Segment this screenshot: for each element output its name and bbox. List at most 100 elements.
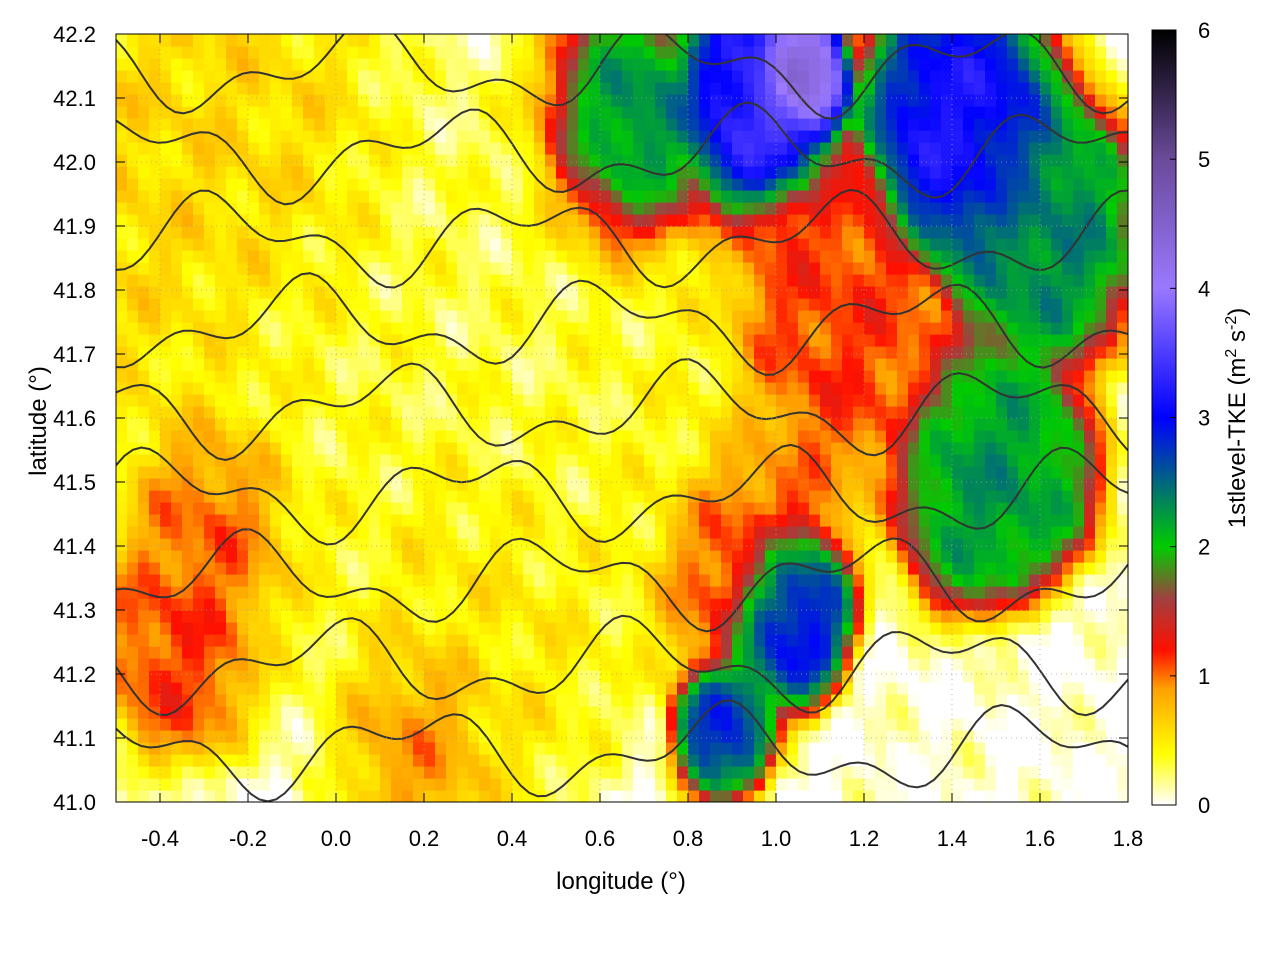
heatmap-cell	[193, 538, 205, 551]
heatmap-cell	[842, 670, 854, 683]
heatmap-cell	[952, 586, 964, 599]
heatmap-cell	[633, 622, 645, 635]
heatmap-cell	[479, 190, 491, 203]
heatmap-cell	[677, 190, 689, 203]
heatmap-cell	[996, 346, 1008, 359]
heatmap-cell	[556, 550, 568, 563]
heatmap-cell	[886, 346, 898, 359]
heatmap-cell	[116, 706, 128, 719]
heatmap-cell	[424, 670, 436, 683]
heatmap-cell	[215, 394, 227, 407]
heatmap-cell	[633, 466, 645, 479]
heatmap-cell	[677, 562, 689, 575]
heatmap-cell	[1051, 226, 1063, 239]
heatmap-cell	[490, 298, 502, 311]
heatmap-cell	[127, 190, 139, 203]
heatmap-cell	[237, 670, 249, 683]
heatmap-cell	[974, 418, 986, 431]
heatmap-cell	[875, 526, 887, 539]
heatmap-cell	[435, 718, 447, 731]
heatmap-cell	[677, 742, 689, 755]
heatmap-cell	[996, 250, 1008, 263]
heatmap-cell	[688, 778, 700, 791]
heatmap-cell	[996, 178, 1008, 191]
heatmap-cell	[138, 694, 150, 707]
heatmap-cell	[919, 622, 931, 635]
heatmap-cell	[138, 418, 150, 431]
heatmap-cell	[1051, 286, 1063, 299]
heatmap-cell	[809, 226, 821, 239]
heatmap-cell	[424, 706, 436, 719]
heatmap-cell	[1117, 370, 1128, 383]
heatmap-cell	[512, 334, 524, 347]
heatmap-cell	[985, 334, 997, 347]
heatmap-cell	[864, 574, 876, 587]
heatmap-cell	[754, 274, 766, 287]
heatmap-cell	[622, 334, 634, 347]
heatmap-cell	[204, 358, 216, 371]
heatmap-cell	[1007, 514, 1019, 527]
heatmap-cell	[182, 610, 194, 623]
heatmap-cell	[710, 430, 722, 443]
heatmap-cell	[754, 454, 766, 467]
heatmap-cell	[1029, 190, 1041, 203]
heatmap-cell	[886, 166, 898, 179]
heatmap-cell	[435, 202, 447, 215]
heatmap-cell	[523, 214, 535, 227]
heatmap-cell	[1029, 682, 1041, 695]
heatmap-cell	[743, 646, 755, 659]
heatmap-cell	[930, 454, 942, 467]
heatmap-cell	[655, 538, 667, 551]
heatmap-cell	[732, 190, 744, 203]
heatmap-cell	[1117, 394, 1128, 407]
heatmap-cell	[347, 766, 359, 779]
heatmap-cell	[611, 670, 623, 683]
heatmap-cell	[985, 754, 997, 767]
heatmap-cell	[996, 634, 1008, 647]
heatmap-cell	[1029, 610, 1041, 623]
heatmap-cell	[501, 238, 513, 251]
heatmap-cell	[160, 790, 172, 802]
heatmap-cell	[787, 166, 799, 179]
heatmap-cell	[336, 766, 348, 779]
heatmap-cell	[853, 178, 865, 191]
heatmap-cell	[292, 670, 304, 683]
heatmap-cell	[523, 658, 535, 671]
heatmap-cell	[831, 718, 843, 731]
heatmap-cell	[149, 166, 161, 179]
heatmap-cell	[369, 262, 381, 275]
heatmap-cell	[545, 574, 557, 587]
heatmap-cell	[1062, 670, 1074, 683]
heatmap-cell	[996, 586, 1008, 599]
heatmap-cell	[567, 502, 579, 515]
heatmap-cell	[600, 574, 612, 587]
heatmap-cell	[1029, 646, 1041, 659]
heatmap-cell	[567, 562, 579, 575]
heatmap-cell	[325, 754, 337, 767]
heatmap-cell	[930, 790, 942, 802]
heatmap-cell	[622, 586, 634, 599]
heatmap-cell	[1040, 790, 1052, 802]
heatmap-cell	[380, 166, 392, 179]
heatmap-cell	[864, 754, 876, 767]
heatmap-cell	[182, 562, 194, 575]
heatmap-cell	[369, 790, 381, 802]
heatmap-cell	[1018, 442, 1030, 455]
heatmap-cell	[1029, 178, 1041, 191]
heatmap-cell	[259, 562, 271, 575]
heatmap-cell	[1051, 790, 1063, 802]
heatmap-cell	[677, 178, 689, 191]
heatmap-cell	[941, 166, 953, 179]
heatmap-cell	[369, 526, 381, 539]
heatmap-cell	[435, 286, 447, 299]
heatmap-cell	[556, 694, 568, 707]
heatmap-cell	[1051, 214, 1063, 227]
heatmap-cell	[237, 502, 249, 515]
heatmap-cell	[666, 190, 678, 203]
heatmap-cell	[501, 358, 513, 371]
heatmap-cell	[446, 166, 458, 179]
heatmap-cell	[633, 334, 645, 347]
heatmap-cell	[842, 706, 854, 719]
heatmap-cell	[457, 418, 469, 431]
heatmap-cell	[578, 298, 590, 311]
